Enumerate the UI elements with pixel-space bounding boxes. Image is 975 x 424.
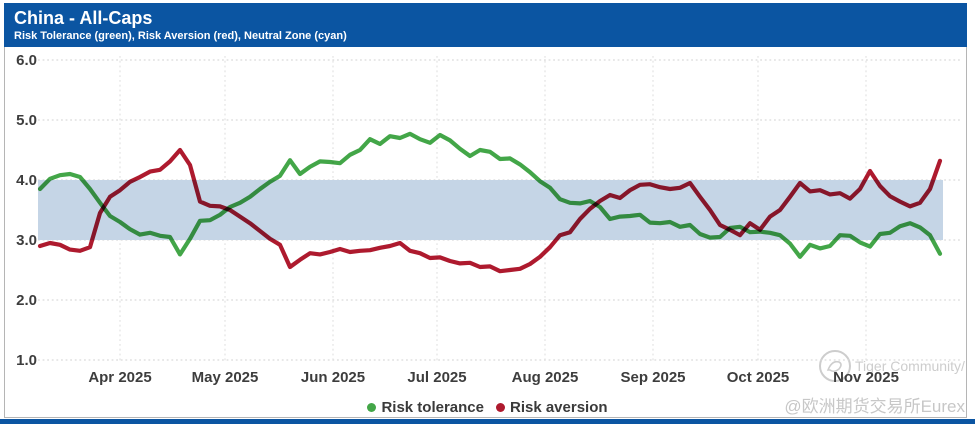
y-axis-tick-label: 4.0: [16, 172, 37, 189]
x-axis-tick-label: May 2025: [192, 369, 259, 386]
x-axis-tick-label: Jul 2025: [407, 369, 466, 386]
legend-label: Risk tolerance: [381, 398, 484, 416]
risk-tolerance-dot-icon: [367, 402, 377, 412]
risk-aversion-line: [37, 147, 943, 274]
x-axis-tick-label: Apr 2025: [88, 369, 151, 386]
bottom-accent-strip: [0, 419, 975, 424]
y-axis-tick-label: 6.0: [16, 52, 37, 69]
brand-watermark-text: Tiger Community/: [855, 358, 965, 374]
legend-item-risk-tolerance[interactable]: Risk tolerance: [367, 399, 484, 416]
title-bar: China - All-Caps Risk Tolerance (green),…: [4, 3, 967, 47]
risk-aversion-dot-icon: [495, 402, 505, 412]
handle-watermark-text: @欧洲期货交易所Eurex: [784, 397, 965, 416]
page-title: China - All-Caps: [14, 8, 153, 28]
risk-tolerance-line: [37, 131, 943, 259]
x-axis-tick-label: Aug 2025: [512, 369, 579, 386]
x-axis-tick-label: Nov 2025: [833, 369, 899, 386]
x-axis-tick-label: Oct 2025: [727, 369, 790, 386]
brand-watermark: Tiger Community/: [815, 348, 975, 382]
brand-logo-icon: [819, 350, 851, 382]
y-axis-tick-label: 3.0: [16, 232, 37, 249]
y-axis-tick-label: 5.0: [16, 112, 37, 129]
legend-item-risk-aversion[interactable]: Risk aversion: [495, 398, 608, 416]
x-axis-tick-label: Jun 2025: [301, 369, 365, 386]
neutral-zone-band: [38, 180, 943, 240]
y-axis-tick-label: 1.0: [16, 352, 37, 369]
legend-label: Risk aversion: [509, 398, 608, 416]
chart-subtitle: Risk Tolerance (green), Risk Aversion (r…: [14, 30, 347, 42]
chart-legend: Risk tolerance Risk aversion: [0, 398, 975, 416]
y-axis-tick-label: 2.0: [16, 292, 37, 309]
x-axis-tick-label: Sep 2025: [620, 369, 685, 386]
